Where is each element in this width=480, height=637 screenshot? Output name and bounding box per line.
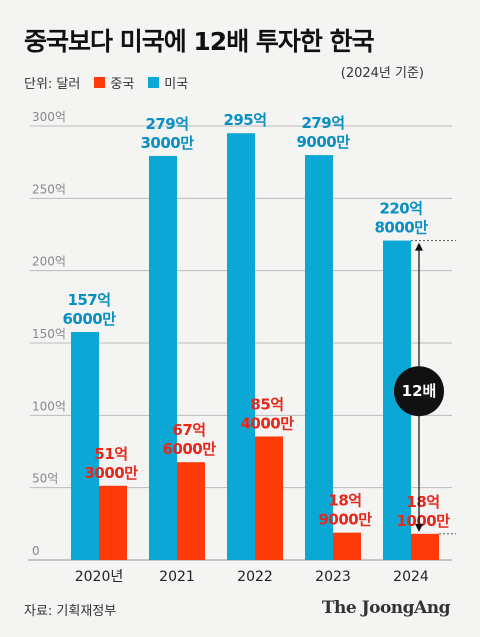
unit-label: 단위: 달러: [24, 77, 81, 92]
x-tick-label: 2023: [315, 569, 351, 585]
data-label-usa: 157억: [67, 291, 110, 309]
data-label-usa: 9000만: [296, 133, 350, 151]
chart-title: 중국보다 미국에 12배 투자한 한국: [24, 27, 375, 56]
ratio-badge: [394, 366, 444, 417]
arrow-head-up-icon: [415, 242, 423, 251]
y-tick-label: 300억: [32, 110, 66, 124]
bar-usa: [71, 332, 99, 560]
data-label-usa: 220억: [379, 200, 422, 218]
bar-china: [411, 533, 439, 560]
data-label-usa: 6000만: [62, 310, 116, 328]
data-label-china: 4000만: [240, 414, 294, 432]
source-note: 자료: 기획재정부: [24, 604, 117, 619]
bar-china: [255, 436, 283, 560]
data-label-china: 9000만: [318, 511, 372, 529]
data-label-usa: 3000만: [140, 134, 194, 152]
chart-subtitle: (2024년 기준): [340, 66, 424, 81]
data-label-china: 85억: [250, 395, 283, 413]
y-tick-label: 150억: [32, 327, 66, 341]
data-label-china: 18억: [328, 492, 361, 510]
legend-swatch-usa: [148, 77, 160, 88]
y-tick-label: 250억: [32, 182, 66, 196]
data-label-usa: 279억: [145, 115, 188, 133]
ratio-badge-label: 12배: [402, 382, 437, 400]
arrow-head-down-icon: [415, 523, 423, 532]
legend-label-china: 중국: [110, 77, 135, 92]
bar-china: [99, 485, 127, 560]
data-label-china: 67억: [172, 421, 205, 439]
bar-china: [333, 532, 361, 560]
data-label-china: 51억: [94, 445, 127, 463]
bar-usa: [149, 155, 177, 561]
legend: 단위: 달러 중국 미국: [24, 73, 188, 92]
y-tick-label: 200억: [32, 255, 66, 269]
data-label-china: 6000만: [162, 440, 216, 458]
data-label-china: 18억: [406, 493, 439, 511]
y-tick-label: 50억: [32, 472, 58, 486]
bar-usa: [305, 155, 333, 560]
data-label-china: 3000만: [84, 464, 138, 482]
y-tick-label: 100억: [32, 399, 66, 413]
x-tick-label: 2024: [393, 569, 429, 585]
legend-swatch-china: [94, 77, 106, 88]
bar-usa: [227, 133, 255, 560]
x-tick-label: 2022: [237, 569, 273, 585]
y-tick-label: 0: [32, 544, 40, 558]
x-tick-label: 2021: [159, 569, 195, 585]
data-label-usa: 279억: [301, 114, 344, 132]
x-tick-label: 2020년: [75, 569, 124, 585]
data-label-usa: 8000만: [374, 219, 428, 237]
brand-logo: The JoongAng: [321, 598, 451, 618]
legend-label-usa: 미국: [164, 77, 189, 92]
data-label-usa: 295억: [223, 111, 266, 129]
data-label-china: 1000만: [396, 512, 450, 530]
bar-china: [177, 462, 205, 560]
